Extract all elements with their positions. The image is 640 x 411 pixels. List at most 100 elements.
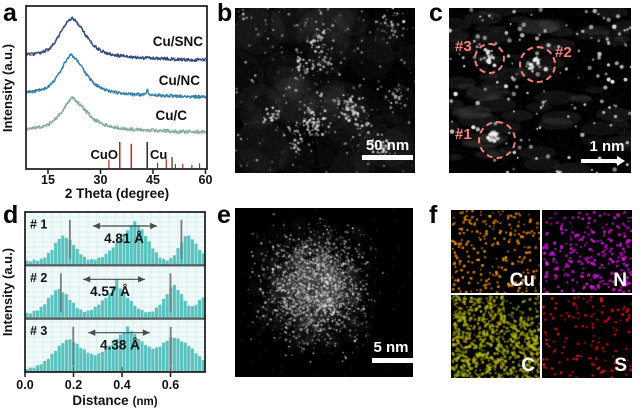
profile-bar: [154, 347, 158, 372]
profile-bar: [82, 311, 86, 319]
site-label-2: #2: [555, 44, 572, 61]
scalebar-arrow-head: [617, 155, 625, 166]
spacing-annotation-1: 4.81 Å: [104, 231, 144, 246]
stem-image-b-canvas: [235, 8, 415, 173]
profile-bar: [104, 298, 108, 319]
profile-bar: [144, 345, 148, 372]
profile-bar: [147, 311, 151, 319]
profile-bar: [111, 286, 115, 319]
profile-bar: [158, 257, 162, 266]
profile-xlabel-unit: (nm): [133, 396, 158, 408]
profile-bar: [115, 338, 119, 372]
profile-bar: [183, 342, 187, 372]
profile-bar: [180, 341, 184, 372]
profile-bar: [162, 342, 166, 372]
profile-bar: [147, 241, 151, 266]
profile-bar: [111, 341, 115, 372]
eds-map-c: C: [451, 295, 540, 378]
profile-bar: [93, 259, 97, 266]
profile-bar: [115, 242, 119, 266]
eds-map-s: S: [542, 295, 632, 378]
profile-bar: [126, 230, 130, 266]
profile-bar: [57, 345, 61, 372]
profile-bar: [165, 340, 169, 372]
profile-bar: [82, 256, 86, 266]
profile-bar: [140, 229, 144, 266]
panel-letter-e: e: [217, 201, 231, 229]
profile-bar: [43, 361, 47, 372]
profile-bar: [151, 311, 155, 319]
profile-bar: [50, 353, 54, 372]
profile-bar: [194, 243, 198, 266]
panel-letter-b: b: [217, 0, 233, 27]
profile-bar: [133, 305, 137, 319]
spacing-annotation-3: 4.38 Å: [100, 338, 140, 353]
site-circle-3: [474, 43, 505, 74]
profile-bar: [93, 355, 97, 372]
profile-bar: [169, 258, 173, 266]
scalebar-e: [372, 358, 413, 363]
profile-tick-0: 0.0: [16, 378, 33, 392]
profile-bar: [79, 309, 83, 319]
profile-bar: [32, 367, 36, 372]
profile-bar: [50, 295, 54, 319]
xrd-tick-30: 30: [94, 173, 108, 187]
profile-bar: [176, 338, 180, 372]
scalebar-label-b: 50 nm: [365, 137, 410, 154]
xrd-tick-60: 60: [199, 173, 213, 187]
profile-bar: [136, 225, 140, 266]
profile-bar: [68, 299, 72, 319]
profile-bar: [50, 250, 54, 266]
profile-bar: [54, 290, 58, 319]
profile-bar: [75, 249, 79, 266]
panel-letter-d: d: [3, 201, 19, 229]
profile-bar: [25, 260, 29, 266]
profile-bar: [57, 288, 61, 319]
xrd-plot-frame: [25, 5, 208, 170]
profile-bar: [133, 334, 137, 372]
profile-bar: [61, 292, 65, 319]
profile-bar: [86, 310, 90, 319]
profile-bar: [122, 293, 126, 319]
profile-plot-frame: [24, 211, 206, 373]
profile-axis-ticks: [24, 367, 172, 377]
profile-bar: [25, 312, 29, 319]
profile-bar: [140, 310, 144, 319]
profile-bar: [39, 258, 43, 266]
profile-bar: [36, 310, 40, 319]
profile-bar: [64, 238, 68, 266]
profile-bar: [183, 300, 187, 319]
profile-bar: [100, 351, 104, 372]
profile-chart: # 1 # 2 # 3 4.81 Å 4.57 Å 4.38 Å 0.0 0.2…: [0, 211, 206, 408]
profile-bar: [154, 252, 158, 266]
profile-bar: [97, 353, 101, 372]
profile-bar: [46, 359, 50, 372]
profile-bar: [79, 254, 83, 266]
profile-bar: [118, 334, 122, 372]
profile-bar: [194, 353, 198, 372]
profile-bar: [32, 259, 36, 266]
arrow-head-left: [92, 222, 100, 230]
profile-bar: [122, 233, 126, 266]
profile-bar: [165, 260, 169, 266]
profile-bar: [118, 238, 122, 266]
site-circle-2: [519, 46, 556, 83]
xrd-curve-cu-snc: [25, 16, 207, 62]
profile-bar: [61, 235, 65, 266]
profile-bar: [61, 343, 65, 372]
stem-image-e: 5 nm: [235, 208, 413, 377]
scalebar-c: [581, 155, 625, 166]
profile-bar: [54, 350, 58, 372]
curve-label-cu-nc: Cu/NC: [159, 73, 200, 88]
arrow-head-left: [83, 276, 91, 283]
profile-bar: [90, 259, 94, 266]
profile-xlabel: Distance (nm): [72, 393, 157, 408]
profile-bar: [201, 253, 205, 266]
panel-letter-a: a: [3, 0, 17, 27]
site-label-3: #3: [455, 38, 472, 55]
spacing-annotation-2: 4.57 Å: [90, 284, 130, 299]
profile-bar: [172, 255, 176, 266]
profile-bar: [39, 364, 43, 372]
profile-bar: [180, 294, 184, 319]
eds-map-c-canvas: [451, 295, 540, 378]
